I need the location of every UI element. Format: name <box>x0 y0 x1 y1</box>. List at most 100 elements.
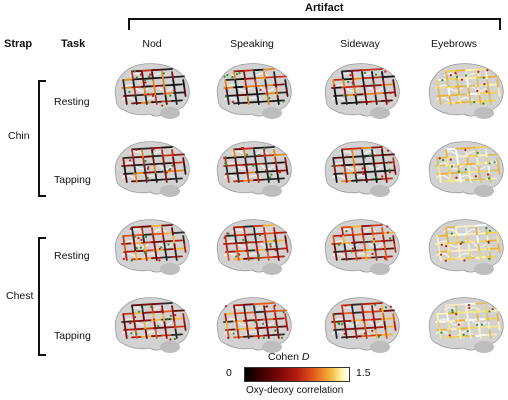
connection-line <box>132 235 136 245</box>
connection-line <box>122 235 126 245</box>
connection-line <box>274 235 278 245</box>
optode-node <box>262 336 265 340</box>
optode-node <box>455 75 459 79</box>
colorbar-title: Cohen D <box>268 351 309 363</box>
connection-line <box>477 165 481 175</box>
chest-bracket-vertical <box>38 237 40 355</box>
optode-node <box>130 332 133 335</box>
connection-line <box>361 68 373 72</box>
cerebellum-shape <box>474 185 494 197</box>
connection-line <box>183 243 187 253</box>
connection-line <box>151 71 155 81</box>
connection-line <box>233 303 245 307</box>
connection-line <box>392 235 396 245</box>
optode-node <box>363 332 366 335</box>
connection-line <box>161 146 173 149</box>
brain-map-chest-tapping-nod <box>110 292 192 360</box>
connection-line <box>332 79 336 89</box>
connection-line <box>445 149 449 159</box>
connection-line <box>275 75 287 78</box>
connection-line <box>275 165 279 175</box>
connection-line <box>264 157 268 167</box>
connection-line <box>445 303 457 307</box>
connection-line <box>465 302 477 306</box>
connection-line <box>142 157 146 167</box>
connection-line <box>468 329 472 339</box>
connection-line <box>351 69 363 72</box>
connection-line <box>274 313 278 323</box>
connection-line <box>253 68 265 72</box>
connection-line <box>364 95 368 105</box>
optode-node <box>486 173 490 176</box>
connection-line <box>363 87 367 97</box>
connection-line <box>151 302 163 306</box>
connection-line <box>362 157 366 167</box>
connection-line <box>226 173 230 183</box>
connection-line <box>361 149 365 159</box>
connection-line <box>458 329 462 339</box>
connection-line <box>122 313 126 323</box>
connection-line <box>141 149 145 159</box>
optode-node <box>234 255 238 258</box>
cerebellum-shape <box>160 107 180 119</box>
connection-line <box>243 71 247 81</box>
optode-node <box>488 257 491 260</box>
connection-line <box>393 243 397 253</box>
connection-line <box>455 69 467 72</box>
optode-node <box>129 227 132 230</box>
connection-line <box>373 165 377 175</box>
connection-line <box>456 79 460 89</box>
connection-line <box>253 149 257 159</box>
connection-line <box>465 68 477 72</box>
optode-node <box>139 246 143 249</box>
connection-line <box>141 225 153 228</box>
connection-line <box>225 243 229 253</box>
connection-line <box>374 251 378 261</box>
connection-line <box>381 149 385 159</box>
optode-node <box>352 240 356 244</box>
connection-line <box>438 95 442 105</box>
optode-node <box>135 76 138 79</box>
optode-node <box>386 149 390 152</box>
optode-node <box>133 315 137 319</box>
connection-line <box>236 329 240 339</box>
connection-line <box>164 173 168 183</box>
brain-map-chest-resting-sideway <box>320 214 402 282</box>
connection-line <box>235 165 239 175</box>
connection-line <box>233 147 245 151</box>
connection-line <box>361 227 365 237</box>
optode-node <box>389 91 392 95</box>
optode-node <box>128 159 132 162</box>
connection-line <box>465 146 477 150</box>
connection-line <box>478 329 482 339</box>
optode-node <box>245 153 249 156</box>
connection-line <box>132 79 136 89</box>
connection-line <box>284 235 288 245</box>
task-label-chest-tapping: Tapping <box>54 330 91 342</box>
connection-line <box>437 87 441 97</box>
optode-node <box>332 86 335 89</box>
connection-line <box>475 146 487 149</box>
connection-line <box>363 243 367 253</box>
connection-line <box>173 243 177 253</box>
connection-line <box>253 71 257 81</box>
connection-line <box>344 329 348 339</box>
connection-line <box>344 173 348 183</box>
connection-line <box>354 95 358 105</box>
connection-line <box>233 71 237 81</box>
optode-node <box>473 101 476 104</box>
optode-node <box>388 237 392 240</box>
connection-line <box>236 173 240 183</box>
connection-line <box>371 149 375 159</box>
connection-line <box>174 173 178 183</box>
connection-line <box>488 329 492 339</box>
connection-line <box>265 243 269 253</box>
connection-line <box>457 243 461 253</box>
connection-line <box>122 79 126 89</box>
connection-line <box>143 321 147 331</box>
optode-node <box>135 247 138 250</box>
optode-node <box>386 225 389 228</box>
optode-node <box>383 257 387 260</box>
connection-line <box>274 79 278 89</box>
connection-line <box>182 157 186 167</box>
